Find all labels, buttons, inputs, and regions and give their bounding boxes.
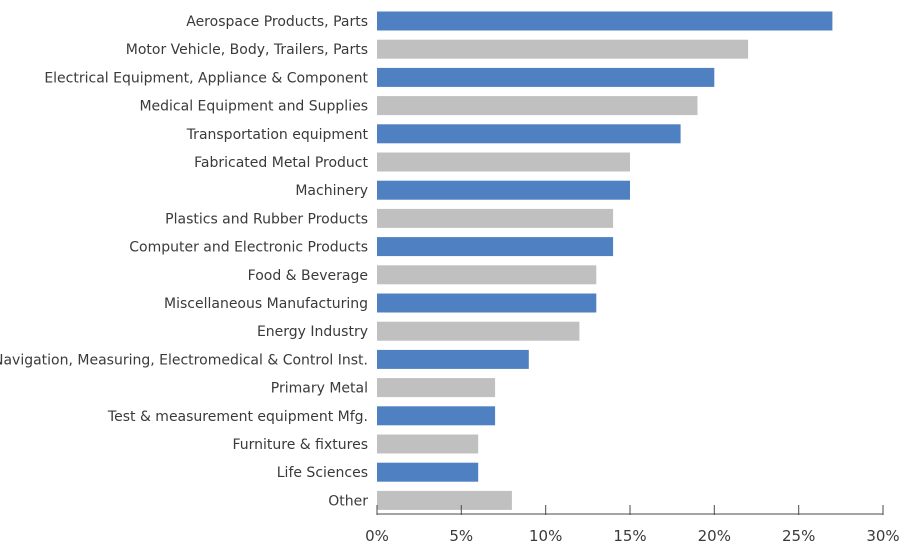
category-label: Navigation, Measuring, Electromedical & … (0, 352, 368, 368)
category-label: Life Sciences (277, 465, 368, 481)
bar-other (377, 490, 512, 510)
category-label: Fabricated Metal Product (194, 155, 368, 171)
category-label: Aerospace Products, Parts (186, 14, 368, 30)
bar-navigation-measuring-electromedical-control-inst (377, 349, 529, 369)
bar-transportation-equipment (377, 124, 681, 144)
category-label: Computer and Electronic Products (129, 240, 368, 256)
category-label: Miscellaneous Manufacturing (164, 296, 368, 312)
category-label: Other (328, 493, 368, 509)
bars-layer (377, 11, 833, 510)
bar-food-beverage (377, 265, 597, 285)
x-tick-label: 5% (449, 527, 473, 545)
category-label: Medical Equipment and Supplies (139, 99, 368, 115)
bar-fabricated-metal-product (377, 152, 630, 172)
bar-primary-metal (377, 378, 496, 398)
category-label: Test & measurement equipment Mfg. (107, 409, 368, 425)
bar-motor-vehicle-body-trailers-parts (377, 39, 749, 59)
category-label: Plastics and Rubber Products (165, 211, 368, 227)
category-label: Food & Beverage (248, 268, 368, 284)
bar-medical-equipment-and-supplies (377, 96, 698, 116)
bar-miscellaneous-manufacturing (377, 293, 597, 313)
bar-machinery (377, 180, 630, 200)
category-label: Furniture & fixtures (233, 437, 369, 453)
category-label: Transportation equipment (186, 127, 369, 143)
bar-plastics-and-rubber-products (377, 208, 614, 228)
bar-test-measurement-equipment-mfg (377, 406, 496, 426)
category-label: Electrical Equipment, Appliance & Compon… (44, 70, 368, 86)
bar-energy-industry (377, 321, 580, 341)
x-tick-label: 30% (866, 527, 899, 545)
bar-aerospace-products-parts (377, 11, 833, 31)
x-tick-label: 15% (613, 527, 646, 545)
bar-life-sciences (377, 462, 479, 482)
category-label: Primary Metal (271, 381, 368, 397)
x-tick-label: 25% (782, 527, 815, 545)
category-labels-layer: Aerospace Products, Parts Motor Vehicle, … (0, 14, 369, 509)
category-label: Energy Industry (257, 324, 368, 340)
category-label: Motor Vehicle, Body, Trailers, Parts (126, 42, 368, 58)
x-tick-label: 20% (698, 527, 731, 545)
category-label: Machinery (295, 183, 368, 199)
bar-computer-and-electronic-products (377, 237, 614, 257)
x-axis: 0% 5% 10% 15% 20% 25% 30% (365, 505, 900, 545)
bar-furniture-fixtures (377, 434, 479, 454)
bar-electrical-equipment-appliance-component (377, 67, 715, 87)
x-tick-label: 0% (365, 527, 389, 545)
x-tick-label: 10% (529, 527, 562, 545)
